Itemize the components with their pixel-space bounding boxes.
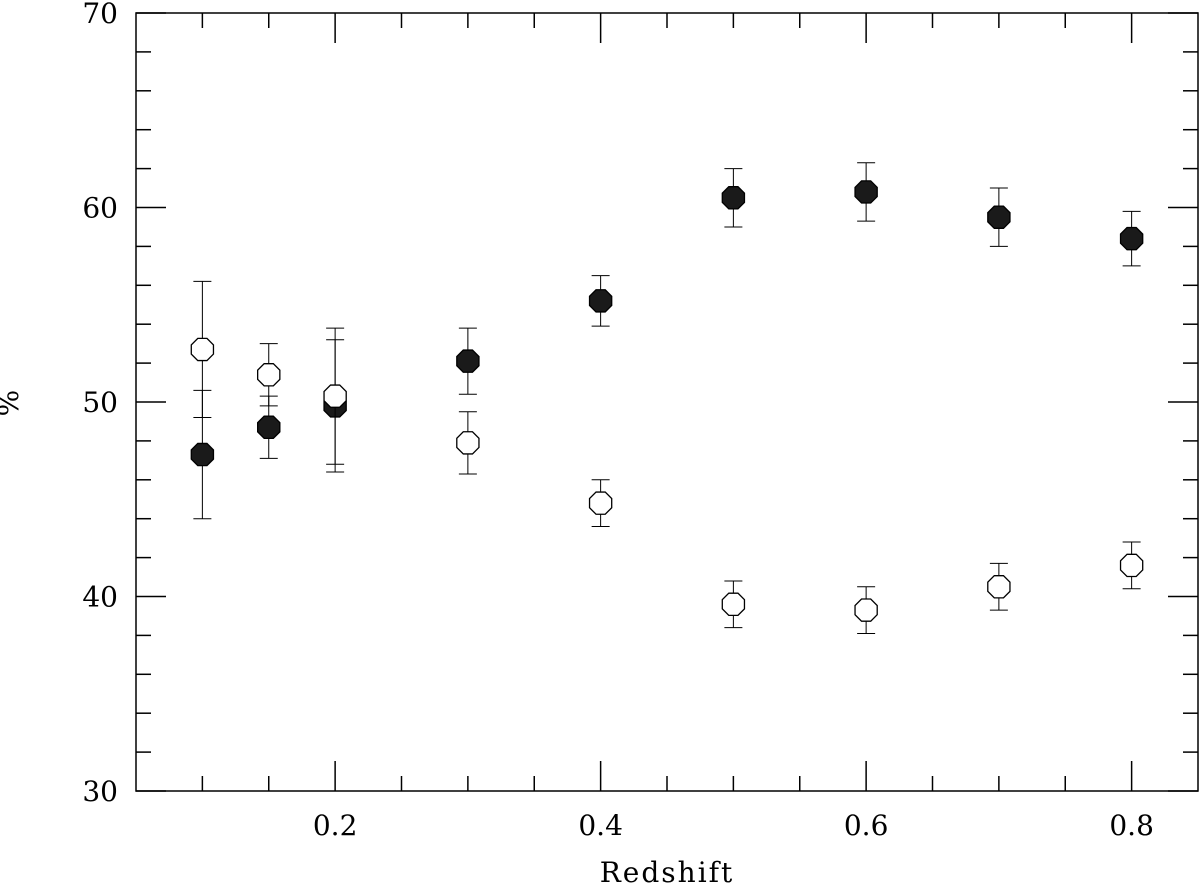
filled-marker [456, 349, 480, 373]
data-series [190, 162, 1144, 634]
filled-marker [257, 415, 281, 440]
open-marker [257, 363, 281, 387]
x-tick-label: 0.6 [844, 809, 889, 842]
open-marker [854, 598, 878, 622]
x-axis-tick-labels: 0.2 0.4 0.6 0.8 [313, 809, 1154, 842]
y-tick-label: 60 [82, 192, 118, 225]
filled-marker [588, 289, 613, 313]
series-2 [190, 280, 1144, 634]
x-axis-ticks [201, 13, 1133, 791]
x-tick-label: 0.8 [1109, 809, 1154, 842]
y-tick-label: 70 [82, 0, 118, 30]
y-axis-ticks [136, 12, 1198, 792]
filled-marker [190, 442, 215, 467]
x-axis-label: Redshift [600, 856, 735, 886]
open-marker [588, 491, 613, 515]
series-1 [190, 162, 1144, 520]
plot-frame [135, 12, 1199, 792]
open-marker [987, 575, 1011, 599]
y-axis-tick-labels: 30 40 50 60 70 [82, 0, 118, 808]
y-tick-label: 30 [82, 775, 118, 808]
filled-marker [721, 186, 746, 210]
filled-marker [854, 180, 878, 204]
open-marker [721, 592, 746, 617]
open-marker [456, 431, 480, 455]
open-marker [190, 337, 215, 362]
open-marker [1119, 553, 1144, 578]
filled-marker [1119, 226, 1144, 251]
open-marker [323, 384, 347, 408]
y-axis-label: % [0, 388, 25, 417]
filled-marker [987, 205, 1011, 229]
x-tick-label: 0.4 [578, 809, 623, 842]
y-tick-label: 40 [82, 581, 118, 614]
x-tick-label: 0.2 [313, 809, 358, 842]
y-tick-label: 50 [82, 386, 118, 419]
